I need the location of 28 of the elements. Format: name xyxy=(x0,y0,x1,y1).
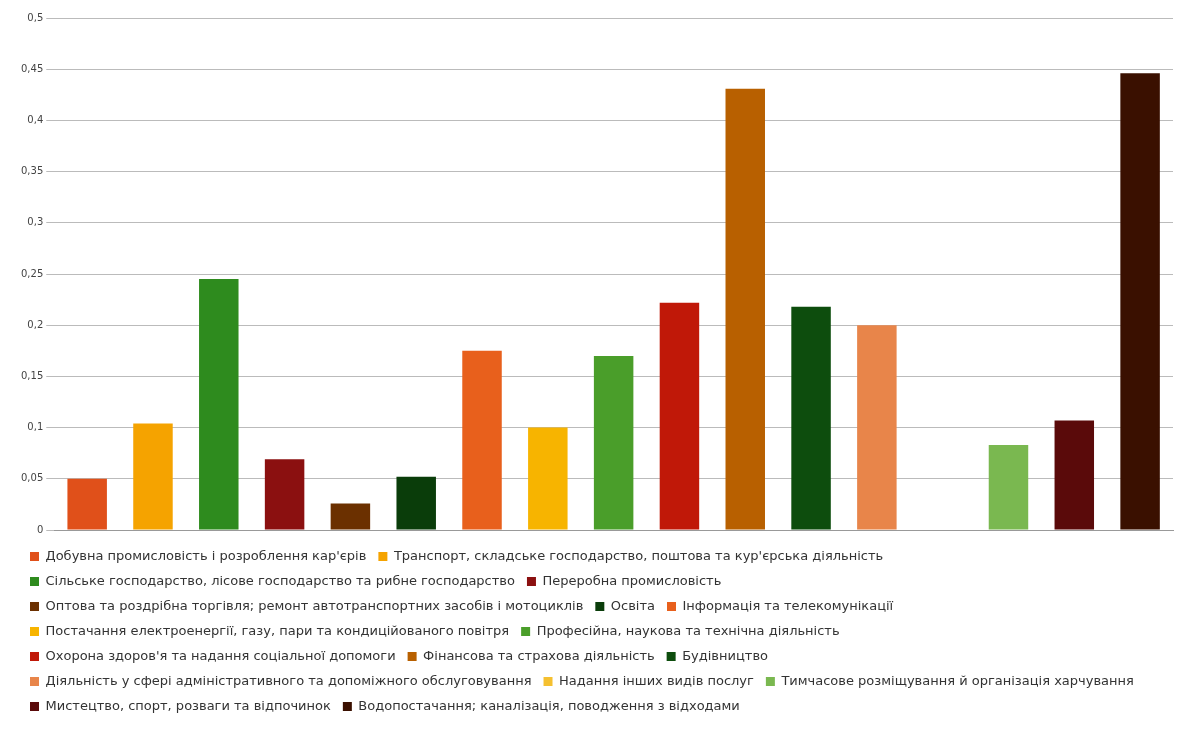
legend-label: Надання інших видів послуг xyxy=(559,672,755,688)
legend-label: Переробна промисловість xyxy=(542,572,722,588)
legend-label: Інформація та телекомунікації xyxy=(682,597,894,613)
y-tick-label: 0,3 xyxy=(27,216,44,228)
legend-label: Мистецтво, спорт, розваги та відпочинок xyxy=(45,697,331,713)
legend-label: Транспорт, складське господарство, поштова та кур'єрська діяльність xyxy=(392,547,884,563)
y-tick-label: 0,15 xyxy=(21,369,44,381)
legend-label: Охорона здоров'я та надання соціальної допомоги xyxy=(45,647,396,663)
y-tick-label: 0,4 xyxy=(27,113,44,125)
y-tick-label: 0,5 xyxy=(27,11,44,23)
y-tick-label: 0,1 xyxy=(27,421,44,433)
legend-label: Оптова та роздрібна торгівля; ремонт автотранспортних засобів і мотоциклів xyxy=(45,597,584,613)
y-tick-label: 0 xyxy=(36,523,44,535)
y-tick-label: 0,2 xyxy=(27,318,44,330)
legend-label: Водопостачання; каналізація, поводження з відходами xyxy=(358,697,740,713)
y-tick-label: 0,25 xyxy=(21,267,44,279)
legend-label: Будівництво xyxy=(682,647,769,663)
legend-label: Сільське господарство, лісове господарство та рибне господарство xyxy=(45,572,516,588)
y-tick-label: 0,35 xyxy=(21,165,44,177)
legend-label: Освіта xyxy=(610,597,656,613)
legend-label: Професійна, наукова та технічна діяльність xyxy=(536,622,840,638)
legend-label: Тимчасове розміщування й організація харчування xyxy=(780,672,1134,688)
legend-label: Добувна промисловість і розроблення кар'єрів xyxy=(45,547,367,563)
y-tick-label: 0,05 xyxy=(21,472,44,484)
legend-label: Фінансова та страхова діяльність xyxy=(423,647,655,663)
y-tick-label: 0,45 xyxy=(21,62,44,74)
legend-label: Діяльність у сфері адміністративного та допоміжного обслуговування xyxy=(45,672,532,688)
legend-label: Постачання електроенергії, газу, пари та кондиційованого повітря xyxy=(45,622,510,638)
